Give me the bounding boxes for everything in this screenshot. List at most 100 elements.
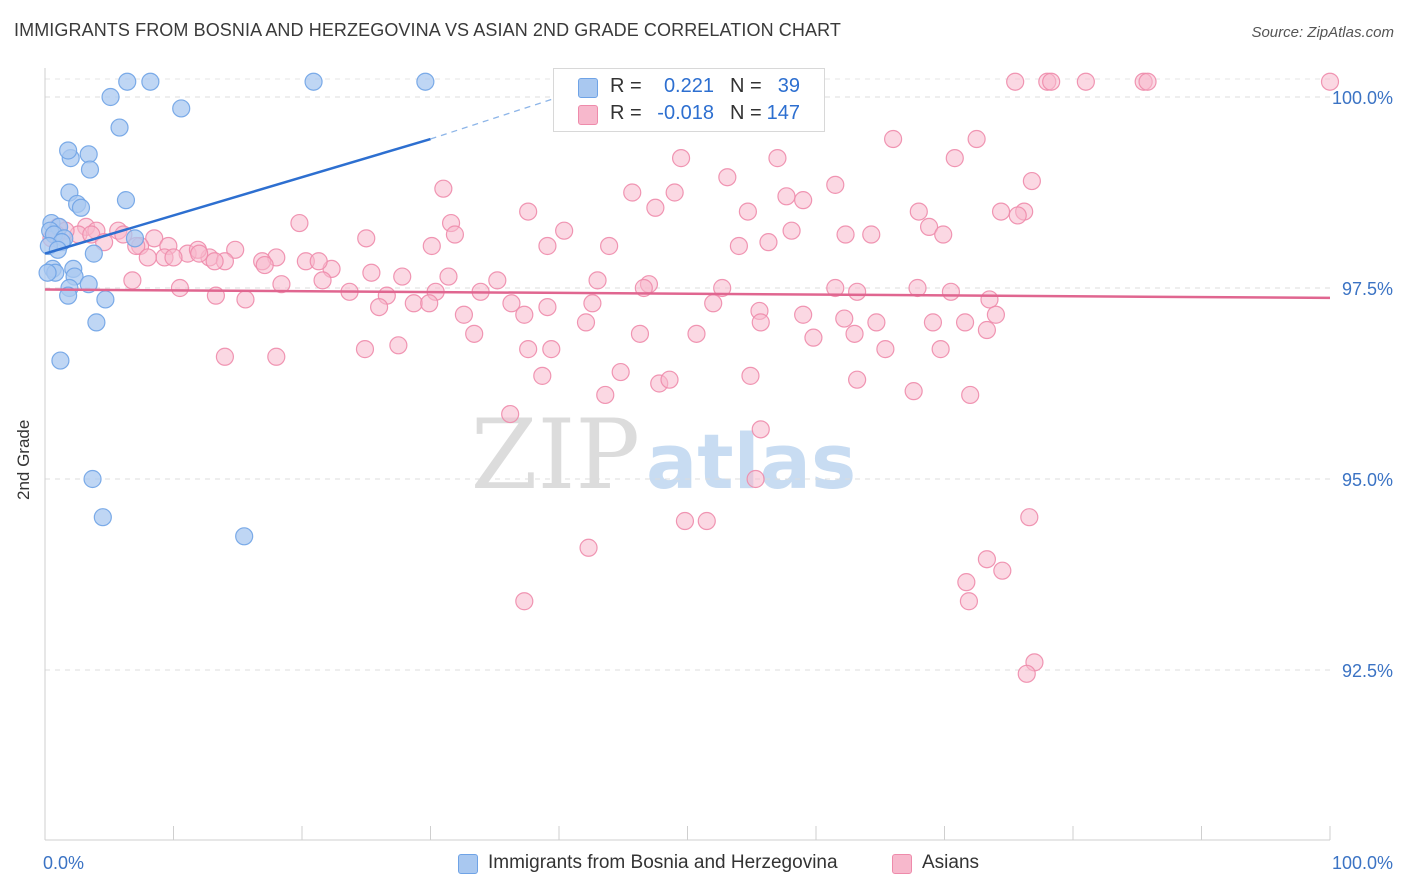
point-asians: [794, 305, 813, 324]
bottom-legend-swatch-bosnia: [458, 854, 478, 874]
point-asians: [600, 236, 619, 256]
point-asians: [422, 236, 441, 256]
point-bosnia: [304, 72, 323, 91]
point-asians: [623, 183, 642, 202]
point-asians: [980, 290, 999, 309]
point-asians: [1020, 508, 1039, 527]
point-asians: [826, 175, 845, 194]
point-bosnia: [59, 141, 78, 160]
point-bosnia: [79, 145, 98, 164]
point-bosnia: [235, 527, 254, 546]
watermark-zip: ZIP: [471, 399, 640, 511]
point-asians: [439, 267, 458, 286]
point-asians: [986, 305, 1006, 324]
point-asians: [579, 538, 598, 557]
point-asians: [991, 202, 1011, 221]
point-asians: [646, 198, 665, 217]
legend-n-value: 147: [766, 102, 800, 124]
point-bosnia: [80, 160, 100, 179]
bottom-legend-label-bosnia: Immigrants from Bosnia and Herzegovina: [488, 852, 838, 873]
chart-title: IMMIGRANTS FROM BOSNIA AND HERZEGOVINA V…: [14, 20, 841, 40]
y-tick-label: 100.0%: [1332, 88, 1393, 108]
point-asians: [883, 129, 903, 149]
point-asians: [848, 370, 867, 389]
point-asians: [404, 294, 423, 313]
point-asians: [934, 225, 953, 244]
x-tick-label-max: 100.0%: [1332, 853, 1393, 873]
point-asians: [515, 305, 534, 324]
point-asians: [583, 294, 602, 313]
point-asians: [759, 233, 778, 252]
legend-n-label: N =: [730, 75, 762, 97]
point-asians: [226, 240, 245, 259]
point-asians: [746, 469, 765, 489]
point-asians: [665, 183, 684, 202]
point-asians: [777, 187, 796, 206]
point-asians: [836, 225, 855, 244]
point-asians: [794, 191, 813, 210]
point-asians: [876, 340, 895, 359]
point-asians: [555, 221, 574, 240]
point-asians: [538, 236, 557, 256]
point-bosnia: [84, 244, 103, 263]
point-asians: [826, 278, 845, 298]
point-asians: [909, 202, 928, 221]
point-asians: [919, 217, 939, 236]
point-asians: [675, 511, 695, 531]
point-asians: [804, 328, 823, 347]
point-asians: [945, 149, 964, 168]
point-asians: [519, 340, 538, 359]
point-asians: [393, 267, 412, 286]
point-asians: [741, 366, 760, 385]
point-asians: [751, 313, 770, 332]
point-asians: [538, 298, 557, 317]
legend-n-label: N =: [730, 102, 762, 124]
point-asians: [501, 404, 520, 424]
trend-line-bosnia-extension: [430, 96, 560, 140]
point-asians: [290, 213, 309, 233]
point-bosnia: [93, 508, 112, 527]
legend-r-label: R =: [610, 102, 642, 124]
point-asians: [533, 366, 552, 385]
point-asians: [596, 385, 615, 405]
point-asians: [738, 202, 757, 221]
point-asians: [205, 252, 224, 271]
point-asians: [1320, 72, 1340, 91]
point-asians: [370, 298, 389, 317]
point-asians: [977, 550, 997, 569]
gridlines: [45, 78, 1330, 671]
y-tick-label: 95.0%: [1342, 470, 1393, 490]
legend-n-value: 39: [777, 75, 800, 97]
point-asians: [867, 313, 886, 332]
point-bosnia: [83, 469, 102, 489]
point-asians: [267, 347, 286, 366]
point-bosnia: [101, 87, 120, 107]
point-asians: [959, 592, 979, 611]
point-asians: [1008, 206, 1027, 225]
legend-r-value: 0.221: [663, 75, 714, 97]
point-bosnia: [96, 290, 115, 309]
point-asians: [362, 263, 381, 282]
legend: R = 0.221 N = 39 R = -0.018 N = 147: [553, 68, 825, 132]
point-asians: [502, 294, 521, 313]
point-asians: [697, 511, 716, 531]
point-asians: [445, 225, 465, 244]
source-label: Source: ZipAtlas.com: [1251, 24, 1394, 41]
x-tick-label-min: 0.0%: [43, 853, 84, 873]
point-bosnia: [116, 191, 136, 210]
trend-line-bosnia: [44, 137, 431, 255]
point-bosnia: [172, 99, 191, 118]
bottom-legend-swatch-asians: [892, 854, 912, 874]
point-asians: [862, 225, 881, 244]
point-asians: [434, 179, 453, 198]
point-asians: [904, 382, 923, 401]
point-asians: [687, 324, 706, 343]
point-asians: [272, 275, 291, 294]
point-asians: [611, 362, 630, 382]
watermark: ZIP atlas: [471, 399, 856, 511]
point-bosnia: [416, 72, 435, 91]
point-asians: [355, 340, 375, 359]
point-asians: [465, 324, 484, 343]
y-tick-label: 97.5%: [1342, 279, 1393, 299]
point-bosnia: [87, 313, 106, 332]
